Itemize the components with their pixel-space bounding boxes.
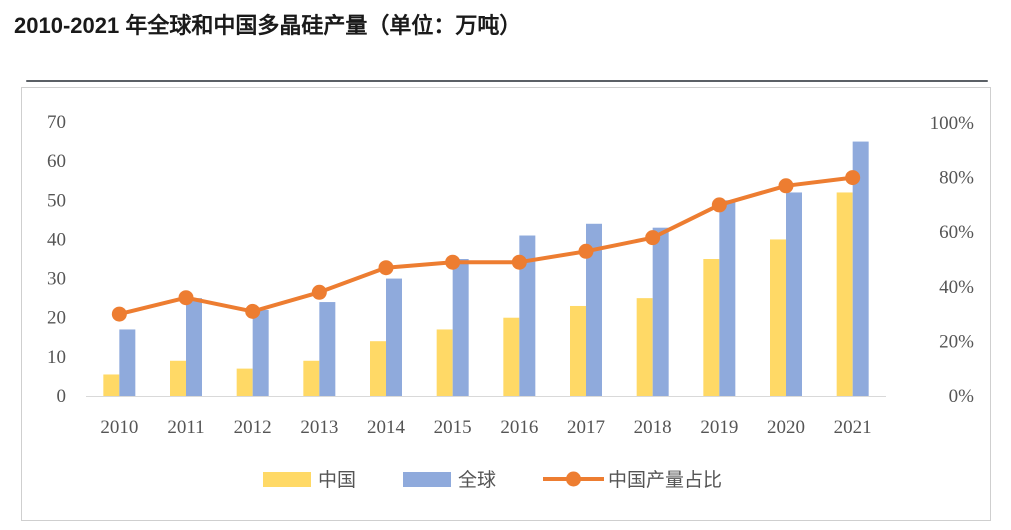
bar-china (436, 329, 453, 396)
top-divider (26, 80, 988, 82)
share-line-point (845, 170, 861, 186)
legend-swatch-china (263, 472, 311, 487)
bar-china (570, 305, 586, 396)
left-axis-tick-label: 40 (47, 229, 66, 250)
x-axis-tick-label: 2011 (167, 417, 204, 438)
legend-marker-share (566, 471, 581, 487)
x-axis-tick-label: 2014 (367, 417, 406, 438)
legend-swatch-global (403, 472, 451, 487)
bar-global (386, 278, 402, 396)
share-line-point (245, 303, 261, 319)
left-axis-tick-label: 0 (57, 386, 67, 407)
share-line-point (711, 197, 727, 213)
right-axis-tick-label: 40% (939, 277, 974, 298)
share-line-point (111, 306, 127, 322)
left-axis-tick-label: 30 (47, 269, 66, 290)
bar-china (770, 239, 786, 396)
share-line-point (778, 178, 794, 194)
bar-global (652, 227, 669, 396)
x-axis-tick-label: 2016 (500, 417, 538, 438)
bar-china (636, 298, 653, 396)
share-line-point (378, 260, 394, 276)
bar-global (586, 223, 602, 396)
bar-china (103, 374, 120, 396)
right-axis-tick-label: 100% (930, 113, 975, 134)
right-axis-tick-label: 20% (939, 331, 974, 352)
x-axis-tick-label: 2010 (100, 417, 138, 438)
bar-global (519, 235, 536, 396)
left-axis-tick-label: 50 (47, 190, 66, 211)
x-axis-tick-label: 2017 (567, 417, 605, 438)
bar-global (786, 192, 802, 396)
share-line (118, 175, 853, 317)
left-axis-tick-label: 60 (47, 151, 66, 172)
share-line-point (511, 254, 527, 270)
share-line-point (445, 254, 461, 270)
bar-global (719, 200, 736, 396)
x-axis-tick-label: 2019 (700, 417, 738, 438)
bar-china (170, 360, 186, 396)
left-axis-tick-label: 10 (47, 347, 66, 368)
right-axis-tick-label: 80% (939, 168, 974, 189)
share-line-point (178, 290, 194, 306)
page-title: 2010-2021 年全球和中国多晶硅产量（单位：万吨） (14, 13, 522, 38)
share-line-point (645, 230, 661, 246)
right-axis-tick-label: 60% (939, 222, 974, 243)
bar-global (119, 329, 136, 396)
bar-china (503, 317, 520, 396)
bar-china (303, 360, 320, 396)
legend-label-global: 全球 (458, 469, 496, 491)
x-axis-tick-label: 2018 (634, 417, 672, 438)
share-line-point (311, 284, 327, 300)
x-axis-tick-label: 2012 (234, 417, 272, 438)
bar-global (452, 259, 469, 396)
x-axis-tick-label: 2013 (300, 417, 338, 438)
left-axis-tick-label: 20 (47, 308, 66, 329)
x-axis-tick-label: 2015 (434, 417, 472, 438)
x-axis-tick-label: 2021 (834, 417, 872, 438)
bar-china (370, 341, 386, 396)
bar-global (852, 141, 869, 396)
bar-china (836, 192, 853, 396)
x-axis-tick-label: 2020 (767, 417, 805, 438)
bar-china (236, 368, 253, 396)
legend-label-china: 中国 (318, 469, 356, 491)
bar-global (252, 309, 269, 396)
bar-global (319, 302, 336, 396)
share-line-point (578, 243, 594, 259)
bar-china (703, 259, 720, 396)
legend-label-share: 中国产量占比 (608, 469, 722, 491)
left-axis-tick-label: 70 (47, 112, 66, 133)
bar-global (186, 298, 202, 396)
right-axis-tick-label: 0% (949, 386, 975, 407)
